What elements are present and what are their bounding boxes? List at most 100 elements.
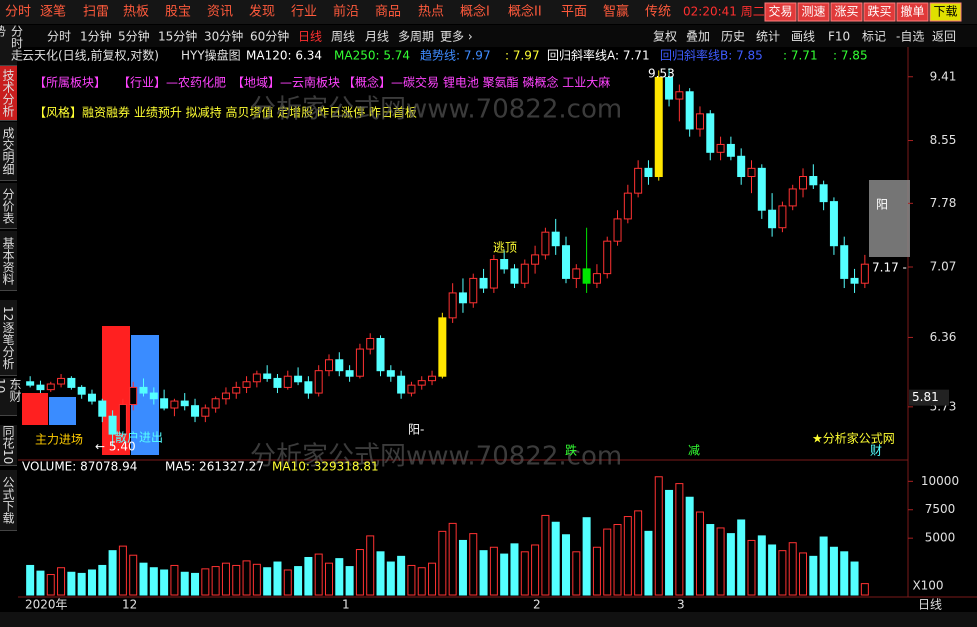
volume-bar: [778, 550, 787, 596]
period-button[interactable]: 1分钟: [80, 29, 112, 44]
candle-body: [87, 393, 96, 402]
tool-button[interactable]: -自选: [896, 30, 924, 44]
candle-body: [149, 392, 158, 400]
side-tab[interactable]: 基本资料: [0, 231, 17, 291]
candle-body: [829, 201, 838, 247]
y-tick-label: 7.07: [930, 260, 957, 274]
side-tab[interactable]: 东财10: [0, 378, 22, 416]
volume-bar: [366, 535, 375, 596]
side-tab[interactable]: 12逐笔分析: [0, 300, 17, 376]
menu-item[interactable]: 商品: [375, 5, 401, 20]
period-button[interactable]: 日线: [298, 30, 322, 44]
candle-body: [469, 277, 478, 304]
period-button[interactable]: 60分钟: [250, 29, 289, 44]
menu-button[interactable]: 测速: [801, 5, 825, 19]
annotation: 阳: [876, 198, 888, 212]
side-tab[interactable]: 成交明细: [0, 122, 17, 181]
menu-item[interactable]: 概念I: [460, 4, 490, 20]
side-tab[interactable]: 分价表: [0, 183, 17, 229]
candle-body: [355, 348, 364, 377]
tool-button[interactable]: 叠加: [686, 30, 710, 44]
annotation: ★分析家公式网: [812, 431, 895, 446]
menu-item[interactable]: 股宝: [165, 5, 191, 20]
candle-body: [747, 167, 756, 178]
volume-bar: [840, 551, 849, 596]
period-button[interactable]: 周线: [331, 30, 355, 44]
period-button[interactable]: 30分钟: [204, 29, 243, 44]
volume-bar: [263, 567, 272, 596]
candle-body: [294, 375, 303, 383]
annotation: ← 5.40: [95, 440, 136, 454]
candle-body: [716, 143, 725, 153]
indicator-value: : 7.71: [783, 49, 818, 63]
candle-body: [335, 359, 344, 372]
tool-button[interactable]: 返回: [932, 30, 956, 44]
button-bg: [797, 2, 830, 22]
tool-button[interactable]: F10: [828, 30, 850, 44]
menu-item[interactable]: 热板: [123, 5, 149, 20]
menu-item[interactable]: 分时: [5, 5, 31, 20]
menu-item[interactable]: 热点: [418, 5, 444, 20]
menu-button[interactable]: 交易: [768, 4, 792, 19]
volume-bar: [438, 530, 447, 596]
candle-body: [541, 231, 550, 256]
menu-item[interactable]: 平面: [561, 5, 587, 20]
candle-body: [273, 377, 282, 388]
annotation: 阳-: [408, 423, 424, 437]
side-tab[interactable]: 同花10: [0, 425, 17, 466]
candle-body: [170, 400, 179, 409]
button-bg: [929, 2, 962, 22]
annotation: 跌: [565, 443, 577, 458]
volume-legend: MA10: 329318.81: [272, 460, 379, 474]
period-button[interactable]: 月线: [365, 30, 389, 44]
menu-button[interactable]: 下载: [933, 5, 957, 19]
candle-body: [840, 245, 849, 279]
menu-item[interactable]: 行业: [291, 5, 317, 20]
side-tab[interactable]: 分时走势: [0, 25, 24, 66]
tool-button[interactable]: 历史: [721, 30, 745, 44]
volume-bar: [716, 527, 725, 596]
volume-bar: [541, 514, 550, 596]
period-button[interactable]: 更多 ›: [440, 30, 473, 44]
menu-item[interactable]: 概念II: [508, 4, 542, 20]
menu-item[interactable]: 扫雷: [83, 5, 109, 20]
side-tab[interactable]: 技术分析: [0, 66, 17, 121]
volume-bar: [324, 562, 333, 596]
menu-item[interactable]: 传统: [645, 5, 671, 20]
candle-body: [67, 377, 76, 388]
candle-body: [221, 392, 230, 400]
volume-legend: MA5: 261327.27: [165, 460, 264, 474]
tool-button[interactable]: 复权: [653, 30, 677, 44]
button-bg: [830, 2, 863, 22]
period-button[interactable]: 5分钟: [118, 29, 150, 44]
tool-button[interactable]: 统计: [756, 30, 780, 44]
volume-bar: [448, 522, 457, 596]
menu-item[interactable]: 前沿: [333, 4, 359, 20]
volume-bar: [221, 562, 230, 596]
menu-item[interactable]: 智赢: [603, 4, 629, 20]
menu-item[interactable]: 逐笔: [40, 4, 66, 20]
side-tab[interactable]: 公式下载: [0, 470, 17, 531]
annotation: 逃顶: [493, 241, 517, 255]
candle-body: [860, 263, 869, 284]
period-button[interactable]: 15分钟: [158, 29, 197, 44]
candle-body: [232, 386, 241, 394]
volume-bar: [582, 517, 591, 596]
menu-button[interactable]: 涨买: [834, 4, 858, 19]
volume-bar: [46, 574, 55, 596]
period-button[interactable]: 分时: [47, 30, 71, 44]
last-price: 5.81: [912, 390, 939, 404]
menu-item[interactable]: 资讯: [207, 5, 233, 20]
tool-button[interactable]: 标记: [862, 30, 886, 44]
volume-bar: [489, 546, 498, 596]
volume-bar: [160, 569, 169, 596]
tool-button[interactable]: 画线: [791, 30, 815, 44]
button-bg: [896, 2, 929, 22]
menu-item[interactable]: 发现: [249, 4, 275, 20]
menu-button[interactable]: 跌买: [867, 4, 891, 19]
volume-bar: [500, 553, 509, 596]
period-button[interactable]: 多周期: [398, 30, 434, 44]
volume-bar: [510, 543, 519, 596]
candle-body: [665, 76, 674, 100]
menu-button[interactable]: 撤单: [900, 4, 924, 19]
